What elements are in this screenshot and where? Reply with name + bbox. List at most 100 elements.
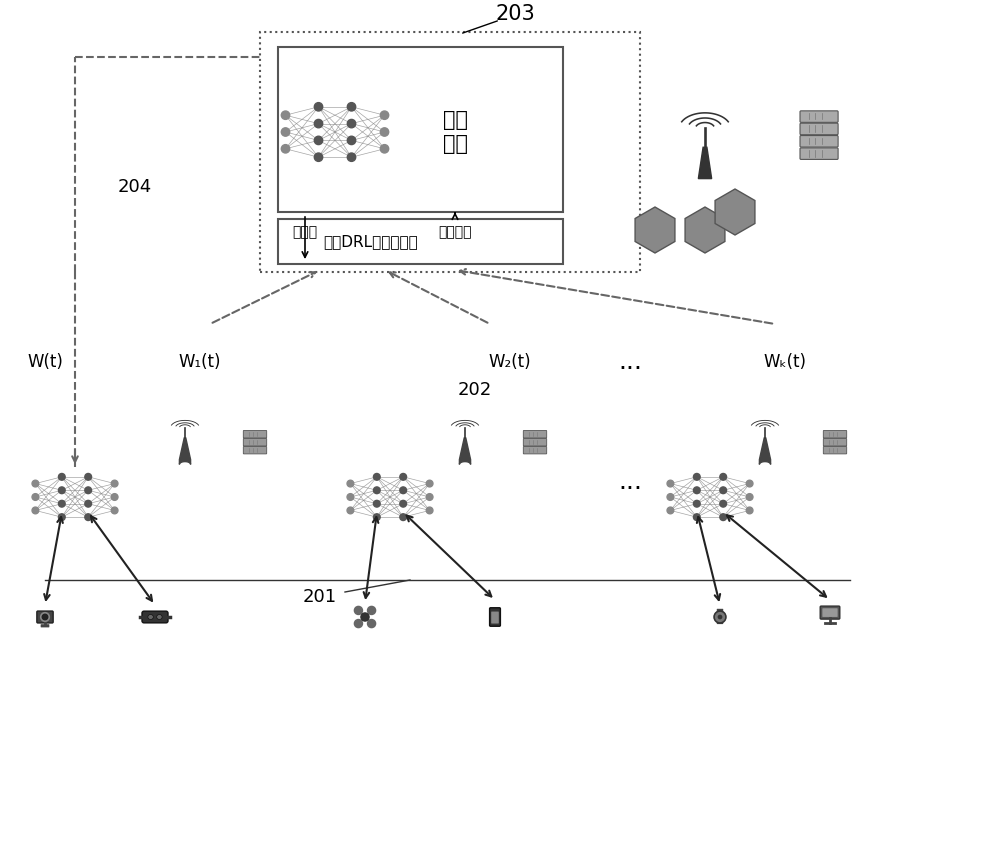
Polygon shape: [179, 438, 191, 464]
Circle shape: [426, 493, 433, 500]
Circle shape: [368, 607, 376, 614]
Ellipse shape: [157, 614, 162, 619]
FancyBboxPatch shape: [800, 135, 838, 147]
Circle shape: [58, 487, 65, 493]
Circle shape: [373, 474, 380, 481]
Circle shape: [400, 514, 407, 521]
Circle shape: [667, 481, 674, 487]
Polygon shape: [698, 147, 712, 179]
FancyBboxPatch shape: [717, 609, 723, 613]
Circle shape: [347, 507, 354, 514]
Circle shape: [380, 145, 389, 153]
Text: 节点方案: 节点方案: [438, 225, 472, 239]
Circle shape: [400, 474, 407, 481]
Circle shape: [32, 481, 39, 487]
FancyBboxPatch shape: [823, 439, 847, 446]
Circle shape: [347, 136, 356, 145]
Ellipse shape: [148, 614, 153, 619]
Circle shape: [714, 611, 726, 623]
Circle shape: [373, 514, 380, 521]
Circle shape: [746, 481, 753, 487]
Circle shape: [347, 481, 354, 487]
Circle shape: [281, 111, 290, 119]
Circle shape: [281, 145, 290, 153]
Circle shape: [400, 487, 407, 493]
Circle shape: [58, 500, 65, 507]
Circle shape: [716, 613, 724, 621]
Circle shape: [667, 507, 674, 514]
Text: 202: 202: [458, 381, 492, 399]
FancyBboxPatch shape: [822, 608, 838, 617]
Circle shape: [85, 474, 92, 481]
Circle shape: [85, 500, 92, 507]
FancyBboxPatch shape: [823, 430, 847, 438]
Circle shape: [720, 474, 727, 481]
Circle shape: [347, 119, 356, 128]
FancyBboxPatch shape: [823, 446, 847, 454]
Circle shape: [85, 514, 92, 521]
Circle shape: [347, 493, 354, 500]
Circle shape: [314, 119, 323, 128]
Text: W(t): W(t): [27, 353, 63, 371]
Text: 权値
聚合: 权値 聚合: [442, 111, 468, 153]
Circle shape: [400, 500, 407, 507]
FancyBboxPatch shape: [800, 111, 838, 123]
Circle shape: [41, 613, 49, 621]
Circle shape: [380, 111, 389, 119]
Circle shape: [347, 102, 356, 111]
Circle shape: [746, 507, 753, 514]
Polygon shape: [759, 438, 771, 464]
Circle shape: [314, 136, 323, 145]
FancyBboxPatch shape: [243, 439, 267, 446]
Circle shape: [281, 128, 290, 136]
Circle shape: [720, 514, 727, 521]
Circle shape: [693, 487, 700, 493]
FancyBboxPatch shape: [243, 430, 267, 438]
Circle shape: [426, 481, 433, 487]
Circle shape: [354, 619, 362, 628]
Circle shape: [314, 153, 323, 161]
Polygon shape: [459, 438, 471, 464]
Circle shape: [111, 481, 118, 487]
Circle shape: [720, 487, 727, 493]
Circle shape: [426, 507, 433, 514]
FancyBboxPatch shape: [41, 625, 49, 627]
Circle shape: [373, 500, 380, 507]
Text: 204: 204: [118, 178, 152, 196]
FancyBboxPatch shape: [243, 446, 267, 454]
FancyBboxPatch shape: [820, 606, 840, 619]
FancyBboxPatch shape: [37, 611, 53, 623]
Circle shape: [380, 128, 389, 136]
FancyBboxPatch shape: [142, 611, 168, 623]
FancyBboxPatch shape: [490, 607, 500, 626]
Circle shape: [314, 102, 323, 111]
FancyBboxPatch shape: [491, 612, 499, 624]
Circle shape: [746, 493, 753, 500]
Text: W₁(t): W₁(t): [179, 353, 221, 371]
Circle shape: [42, 614, 48, 619]
Text: 基于DRL的节点选择: 基于DRL的节点选择: [324, 234, 418, 249]
Circle shape: [354, 607, 362, 614]
Circle shape: [111, 507, 118, 514]
FancyBboxPatch shape: [523, 446, 547, 454]
Circle shape: [58, 514, 65, 521]
Circle shape: [32, 507, 39, 514]
Circle shape: [693, 514, 700, 521]
Circle shape: [347, 153, 356, 161]
Text: 203: 203: [495, 4, 535, 24]
Text: ...: ...: [618, 470, 642, 494]
Circle shape: [373, 487, 380, 493]
Circle shape: [693, 474, 700, 481]
Circle shape: [693, 500, 700, 507]
FancyBboxPatch shape: [717, 619, 723, 625]
Circle shape: [58, 474, 65, 481]
Text: Wₖ(t): Wₖ(t): [764, 353, 806, 371]
Circle shape: [718, 615, 722, 619]
Text: 准确率: 准确率: [292, 225, 318, 239]
Text: ...: ...: [618, 350, 642, 374]
Text: W₂(t): W₂(t): [489, 353, 531, 371]
Text: 201: 201: [303, 588, 337, 606]
Circle shape: [361, 613, 369, 621]
FancyBboxPatch shape: [800, 148, 838, 159]
FancyBboxPatch shape: [523, 430, 547, 438]
